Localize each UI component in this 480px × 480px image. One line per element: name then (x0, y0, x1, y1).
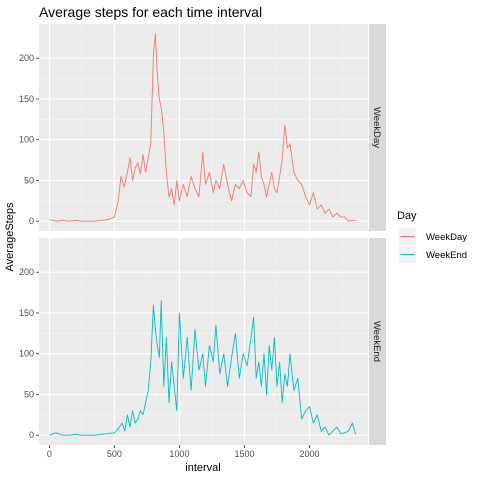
y-axis-title: AverageSteps (4, 202, 16, 271)
legend-label: WeekDay (426, 232, 467, 243)
y-tick-label: 150 (19, 94, 34, 104)
x-axis: 0 500 1000 1500 2000 (47, 445, 319, 459)
y-tick-label: 0 (29, 430, 34, 440)
x-axis-title: interval (185, 462, 220, 474)
facet-strip-label: WeekEnd (371, 321, 382, 362)
y-tick-label: 150 (19, 308, 34, 318)
legend-title: Day (397, 210, 417, 222)
legend-key-weekday: WeekDay (399, 228, 467, 245)
y-tick-label: 200 (19, 53, 34, 63)
chart-title: Average steps for each time interval (39, 4, 262, 20)
facet-strip (369, 24, 386, 231)
y-tick-label: 50 (24, 389, 34, 399)
y-tick-label: 200 (19, 267, 34, 277)
panel-background (39, 238, 368, 445)
legend: Day WeekDay WeekEnd (397, 210, 467, 263)
legend-label: WeekEnd (426, 250, 467, 261)
panel-background (39, 24, 368, 231)
y-tick-label: 50 (24, 175, 34, 185)
facet-strip-label: WeekDay (371, 107, 382, 148)
facet-panel-weekend: 0 50 100 150 200 WeekEnd (19, 238, 386, 445)
x-tick-label: 1000 (169, 449, 189, 459)
x-tick-label: 2000 (299, 449, 319, 459)
facet-panels: 0 50 100 150 200 WeekDay 0 50 100 150 200 WeekEnd (19, 24, 386, 445)
x-tick-label: 1500 (234, 449, 254, 459)
facet-panel-weekday: 0 50 100 150 200 WeekDay (19, 24, 386, 231)
legend-key-weekend: WeekEnd (399, 246, 467, 263)
series-line-weekday (49, 33, 356, 222)
y-tick-label: 0 (29, 216, 34, 226)
series-line-weekend (49, 300, 357, 436)
y-tick-label: 100 (19, 135, 34, 145)
facet-strip (369, 238, 386, 445)
x-tick-label: 0 (47, 449, 52, 459)
x-tick-label: 500 (107, 449, 122, 459)
y-tick-label: 100 (19, 349, 34, 359)
